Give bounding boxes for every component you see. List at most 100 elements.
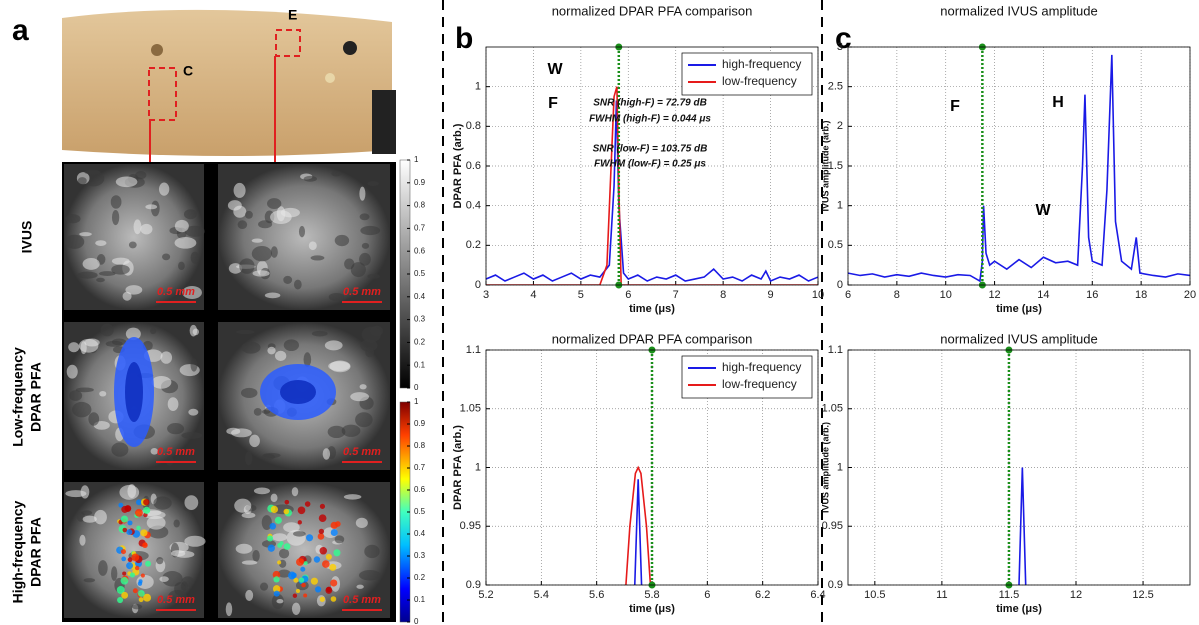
texture: [360, 225, 381, 236]
texture: [359, 252, 371, 266]
texture: [360, 339, 378, 352]
x-tick-label: 10: [812, 289, 824, 301]
texture: [82, 515, 97, 523]
y-tick-label: 1.05: [822, 403, 843, 415]
y-tick-label: 0.5: [828, 239, 843, 251]
signal-dot: [142, 542, 148, 549]
colorbar-tick-label: 0.9: [414, 419, 426, 428]
signal-dot: [283, 543, 291, 550]
texture: [82, 257, 100, 270]
x-tick-label: 11.5: [999, 589, 1020, 601]
signal-dot: [297, 520, 302, 525]
signal-dot: [277, 560, 282, 565]
y-tick-label: 0.8: [466, 120, 481, 132]
plot-frame: [847, 46, 1191, 286]
texture: [170, 550, 186, 557]
texture: [278, 548, 290, 559]
x-tick-label: 11: [936, 589, 947, 601]
photo: [62, 9, 392, 157]
texture: [88, 412, 100, 426]
texture: [267, 198, 282, 209]
signal-dot: [297, 506, 306, 515]
y-tick-label: 0: [475, 279, 481, 291]
signal-dot: [330, 596, 337, 602]
signal-dot: [272, 570, 281, 579]
texture: [184, 535, 206, 547]
texture: [190, 251, 200, 264]
signal-dot: [132, 588, 138, 594]
texture: [189, 324, 198, 337]
texture: [151, 375, 172, 389]
texture: [245, 589, 254, 601]
texture: [264, 292, 281, 299]
x-tick-label: 6: [704, 589, 710, 601]
signal-dot: [120, 576, 129, 585]
signal-dot: [306, 534, 314, 542]
texture: [328, 293, 345, 302]
texture: [253, 487, 271, 495]
roi-box: [148, 67, 177, 121]
signal-dot: [270, 505, 279, 514]
chart-title: normalized IVUS amplitude: [940, 3, 1098, 18]
texture: [308, 241, 317, 251]
signal-dot: [274, 516, 282, 524]
texture: [68, 342, 80, 353]
texture: [249, 434, 260, 448]
texture: [95, 240, 107, 247]
texture: [96, 277, 105, 283]
signal-dot: [135, 499, 142, 506]
y-tick-label: 1: [837, 200, 843, 212]
row-label: IVUS: [19, 221, 35, 254]
x-tick-label: 6.4: [810, 589, 825, 601]
texture: [127, 484, 137, 499]
texture: [162, 253, 171, 261]
texture: [94, 509, 107, 525]
signal-dot: [272, 585, 281, 593]
signal-dot: [142, 506, 151, 514]
texture: [174, 237, 197, 249]
texture: [359, 186, 366, 201]
signal-dot: [121, 556, 127, 562]
signal-dot: [317, 533, 325, 540]
signal-blob: [280, 380, 316, 404]
y-tick-label: 1.1: [828, 344, 843, 356]
signal-dot: [303, 561, 308, 566]
texture: [81, 510, 93, 516]
x-tick-label: 12: [1070, 589, 1082, 601]
signal-dot: [273, 576, 280, 583]
texture: [165, 456, 174, 466]
texture: [291, 602, 301, 615]
data-line: [486, 100, 818, 283]
x-tick-label: 14: [1037, 289, 1049, 301]
annotation: H: [1052, 94, 1064, 111]
signal-dot: [129, 572, 136, 578]
texture: [310, 255, 325, 261]
annotation: F: [548, 95, 558, 112]
texture: [69, 390, 83, 401]
signal-dot: [296, 558, 304, 566]
colorbar-tick-label: 0.8: [414, 201, 426, 210]
texture: [225, 602, 233, 617]
texture: [115, 176, 138, 188]
chart: 6 8 10 12 14 16 18 20 0 0.5 1 1.5 2 2.5 3 normalized IV…: [820, 3, 1196, 314]
texture: [236, 329, 255, 335]
texture: [100, 323, 114, 337]
texture: [283, 339, 300, 352]
texture: [125, 285, 143, 295]
y-tick-label: 1.05: [460, 403, 481, 415]
signal-dot: [269, 522, 277, 530]
scale-bar-label: 0.5 mm: [343, 446, 381, 458]
data-line: [848, 54, 1190, 283]
texture: [111, 209, 120, 226]
texture: [65, 214, 81, 224]
texture: [167, 397, 179, 411]
texture: [291, 487, 299, 497]
texture: [328, 361, 351, 371]
y-tick-label: 0.2: [466, 239, 481, 251]
texture: [241, 512, 256, 519]
signal-dot: [134, 565, 140, 571]
x-tick-label: 5.8: [644, 589, 659, 601]
texture: [334, 234, 350, 247]
texture: [283, 522, 300, 533]
y-tick-label: 2: [837, 120, 843, 132]
